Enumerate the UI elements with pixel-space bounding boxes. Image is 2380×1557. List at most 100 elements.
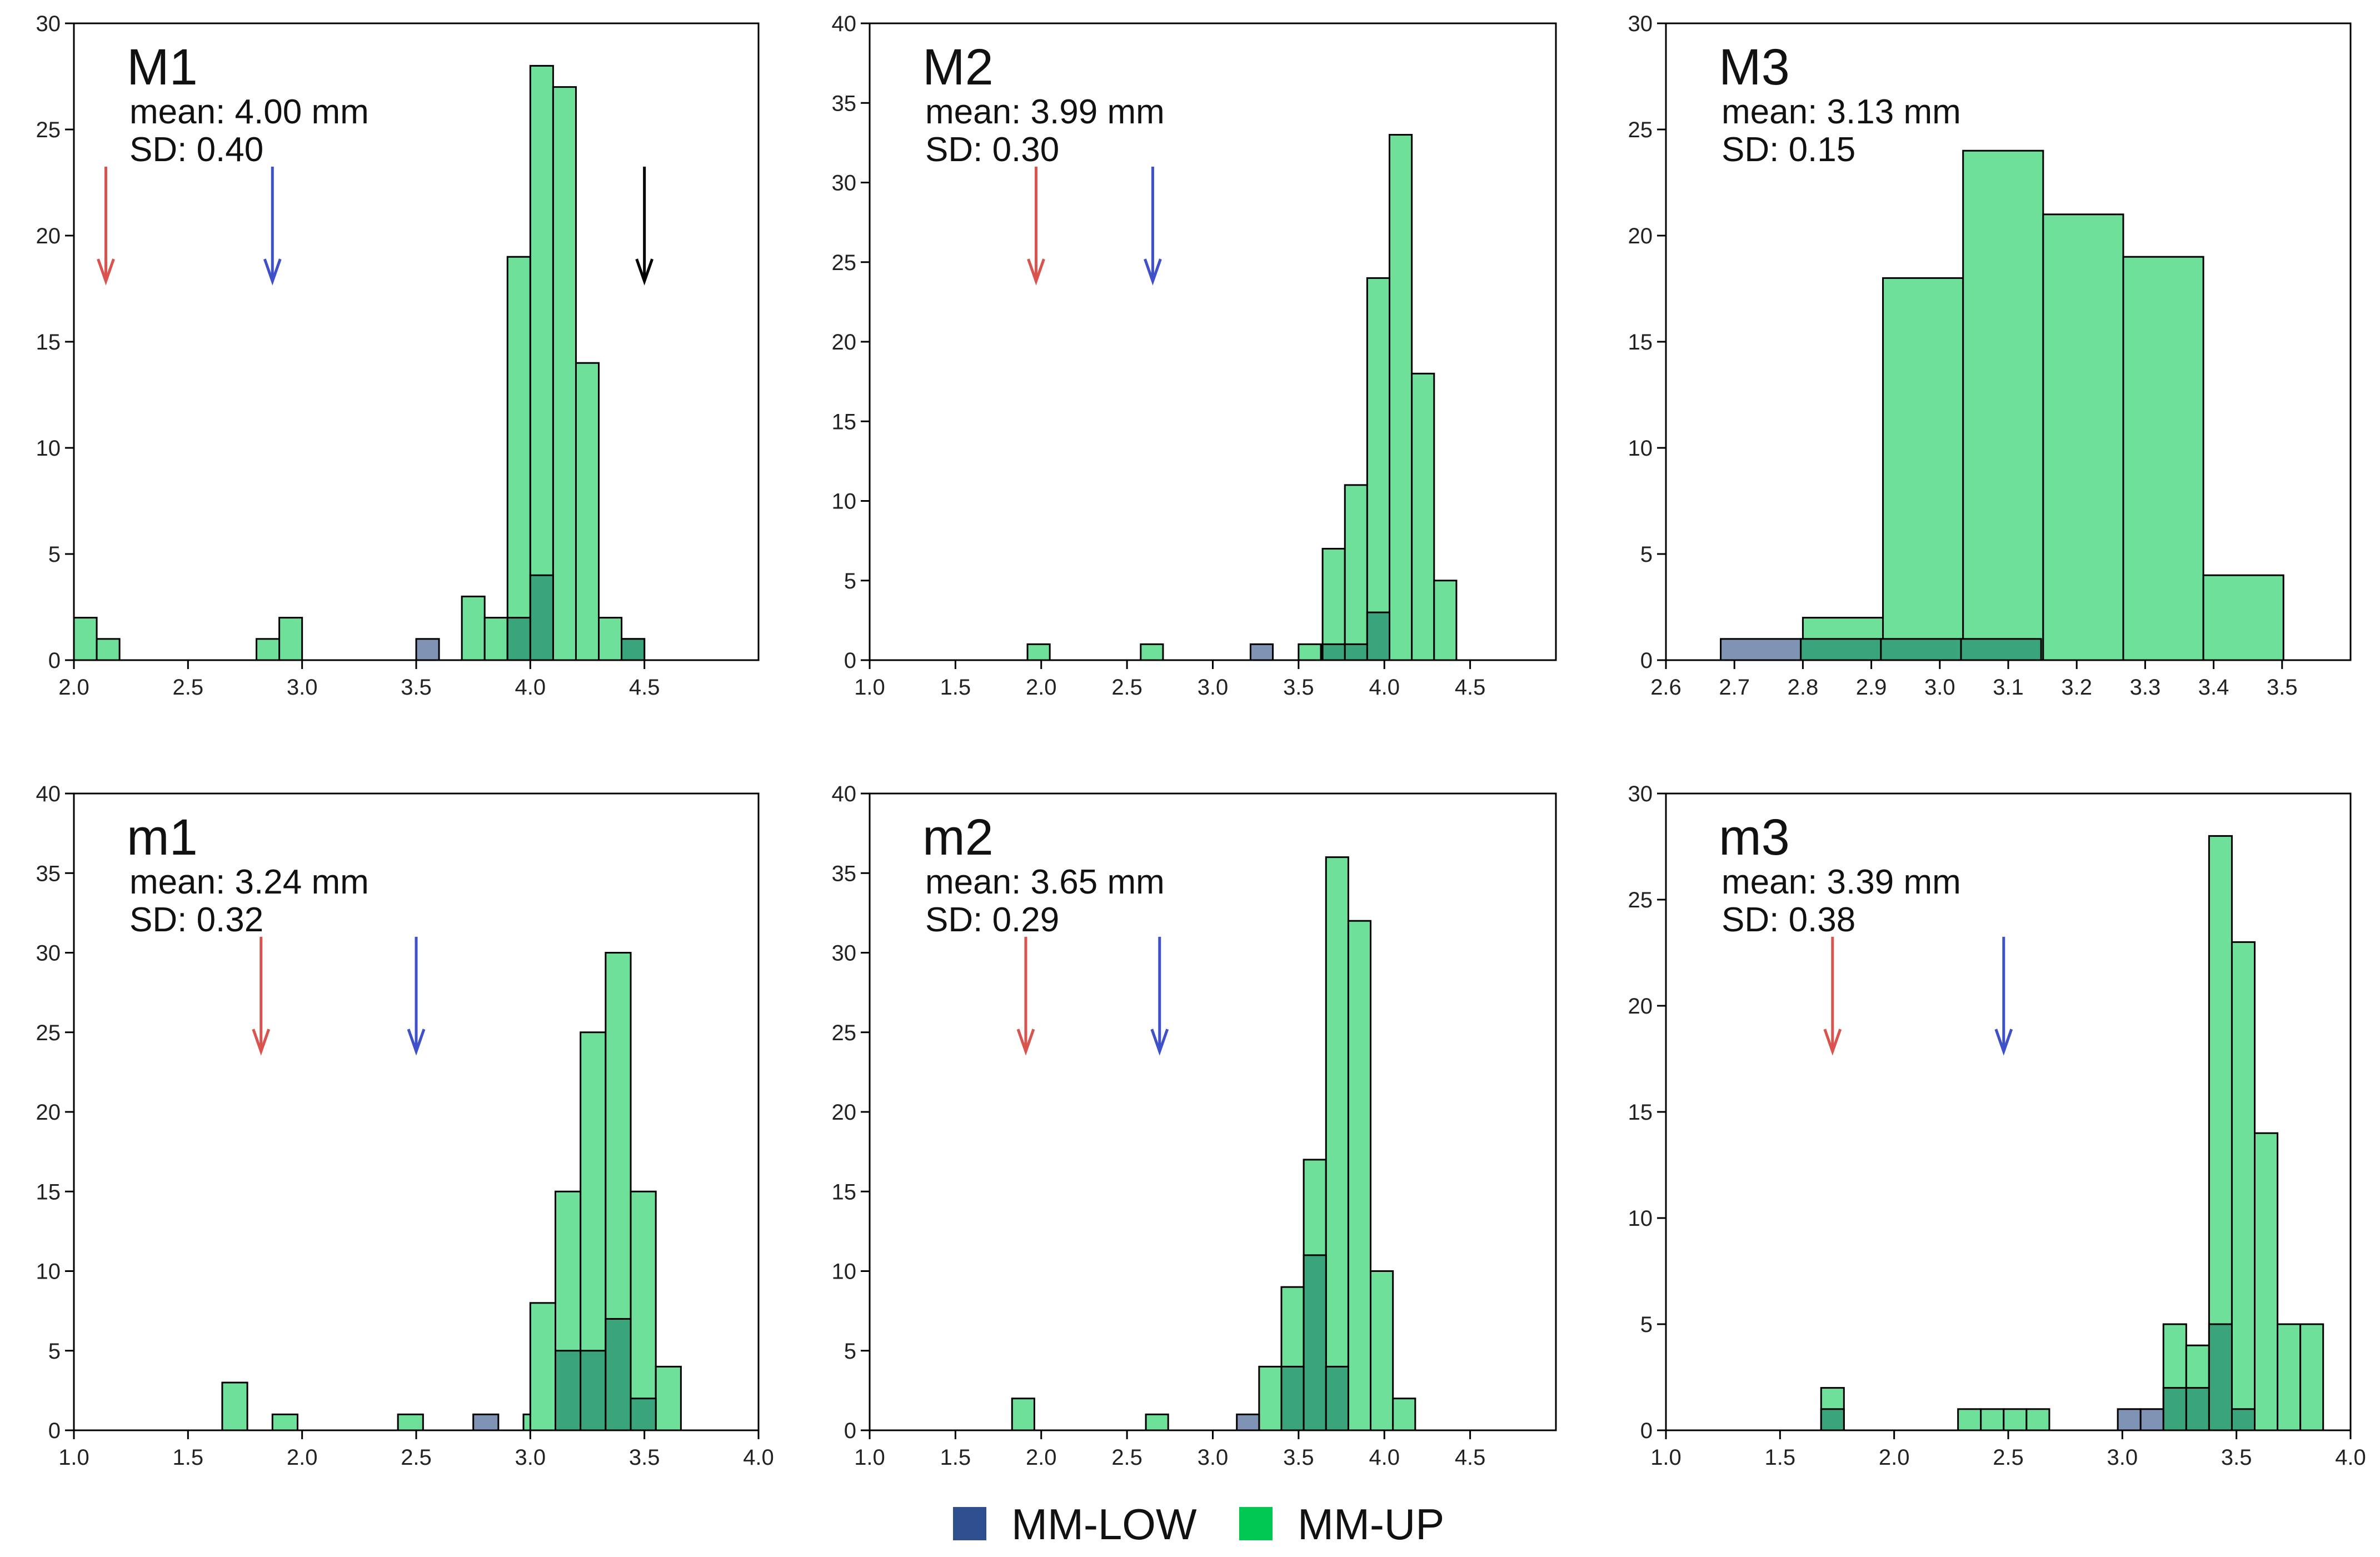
x-tick-label: 3.5	[1283, 1445, 1314, 1470]
y-tick-label: 25	[832, 251, 857, 275]
y-tick-label: 10	[832, 490, 857, 514]
x-tick-label: 3.4	[2198, 675, 2229, 700]
histogram-bar-mm-low	[1344, 643, 1368, 661]
histogram-bar-mm-low	[1880, 638, 1962, 661]
legend: MM-LOW MM-UP	[953, 1500, 1444, 1549]
histogram-bar-mm-up	[397, 1413, 424, 1431]
histogram-bar-mm-low	[605, 1318, 632, 1431]
arrow-black-head	[635, 258, 654, 286]
x-tick-label: 3.5	[2221, 1445, 2252, 1470]
x-tick-label: 1.0	[854, 1445, 885, 1470]
x-tick-label: 1.0	[854, 675, 885, 700]
x-tick-label: 4.0	[1369, 675, 1400, 700]
panel-sd: SD: 0.32	[129, 901, 263, 939]
histogram-bar-mm-low	[1303, 1254, 1327, 1431]
x-tick-label: 2.7	[1719, 675, 1750, 700]
histogram-bar-mm-up	[1258, 1365, 1283, 1431]
y-tick-label: 15	[832, 1180, 857, 1204]
y-tick-label: 30	[36, 941, 61, 966]
y-tick-label: 20	[832, 1100, 857, 1125]
legend-label-mm-low: MM-LOW	[1011, 1500, 1197, 1549]
histogram-bar-mm-up	[2231, 941, 2256, 1431]
panel-sd: SD: 0.40	[129, 131, 263, 169]
panel-sd: SD: 0.30	[925, 131, 1059, 169]
y-tick-label: 30	[832, 171, 857, 196]
panel-mean: mean: 3.99 mm	[925, 93, 1165, 131]
histogram-bar-mm-up	[2202, 574, 2284, 661]
x-tick-label: 4.5	[1455, 675, 1486, 700]
arrow-red-head	[1823, 1029, 1842, 1056]
histogram-bar-mm-low	[2185, 1387, 2210, 1431]
y-tick-label: 10	[1628, 1206, 1653, 1231]
x-tick-label: 3.2	[2061, 675, 2092, 700]
y-tick-label: 0	[48, 1419, 61, 1443]
histogram-bar-mm-up	[1366, 277, 1391, 661]
y-tick-label: 5	[48, 1339, 61, 1364]
histogram-bar-mm-low	[1236, 1413, 1260, 1431]
x-tick-label: 2.0	[58, 675, 89, 700]
histogram-bar-mm-up	[1882, 277, 1964, 661]
x-tick-label: 2.0	[1879, 1445, 1910, 1470]
y-tick-label: 35	[36, 861, 61, 886]
x-tick-label: 2.5	[1993, 1445, 2024, 1470]
x-tick-label: 1.0	[58, 1445, 89, 1470]
histogram-bar-mm-up	[1411, 372, 1435, 661]
panel-sd: SD: 0.38	[1722, 901, 1855, 939]
histogram-bar-mm-up	[552, 86, 577, 661]
histogram-bar-mm-low	[630, 1398, 657, 1431]
y-tick-label: 0	[1640, 1419, 1653, 1443]
x-tick-label: 3.0	[515, 1445, 546, 1470]
x-tick-label: 3.0	[1924, 675, 1955, 700]
x-tick-label: 2.0	[287, 1445, 318, 1470]
y-tick-label: 10	[36, 436, 61, 461]
histogram-bar-mm-up	[2025, 1408, 2050, 1431]
y-tick-label: 25	[832, 1021, 857, 1045]
histogram-bar-mm-low	[1280, 1365, 1305, 1431]
histogram-bar-mm-up	[1370, 1270, 1394, 1431]
histogram-bar-mm-up	[1011, 1398, 1035, 1431]
x-tick-label: 2.0	[1026, 675, 1057, 700]
y-tick-label: 20	[36, 1100, 61, 1125]
histogram-bar-mm-up	[96, 638, 121, 661]
histogram-bar-mm-up	[1389, 134, 1413, 661]
histogram-bar-mm-up	[1145, 1413, 1169, 1431]
panel-title: M3	[1719, 39, 1790, 96]
histogram-bar-mm-up	[1325, 856, 1349, 1431]
histogram-bar-mm-up	[506, 256, 531, 661]
x-tick-label: 1.0	[1650, 1445, 1682, 1470]
y-tick-label: 40	[832, 782, 857, 806]
arrow-blue-head	[1150, 1029, 1169, 1056]
x-tick-label: 4.5	[1455, 1445, 1486, 1470]
histogram-bar-mm-up	[1344, 484, 1368, 661]
histogram-bar-mm-up	[2277, 1323, 2302, 1431]
y-tick-label: 20	[1628, 994, 1653, 1019]
x-tick-label: 4.0	[1369, 1445, 1400, 1470]
y-tick-label: 10	[1628, 436, 1653, 461]
arrow-blue-head	[407, 1029, 426, 1056]
x-tick-label: 3.5	[2267, 675, 2298, 700]
y-tick-label: 15	[36, 1180, 61, 1204]
panel-title: M2	[922, 39, 994, 96]
histogram-bar-mm-low	[2231, 1408, 2256, 1431]
arrow-blue-head	[1994, 1029, 2013, 1056]
histogram-bar-mm-up	[529, 1302, 557, 1431]
panel-mean: mean: 4.00 mm	[129, 93, 369, 131]
panel-mean: mean: 3.39 mm	[1722, 863, 1961, 901]
x-tick-label: 3.5	[401, 675, 432, 700]
x-tick-label: 4.0	[2335, 1445, 2366, 1470]
legend-swatch-mm-up	[1239, 1507, 1273, 1540]
y-tick-label: 25	[1628, 118, 1653, 142]
histogram-bar-mm-low	[2139, 1408, 2164, 1431]
histogram-bar-mm-up	[1298, 643, 1322, 661]
x-tick-label: 3.1	[1993, 675, 2024, 700]
histogram-bar-mm-up	[256, 638, 281, 661]
histogram-bar-mm-up	[2122, 256, 2204, 661]
histogram-bar-mm-up	[1347, 920, 1372, 1431]
y-tick-label: 5	[844, 1339, 856, 1364]
histogram-bar-mm-low	[506, 617, 531, 661]
panel-title: M1	[127, 39, 198, 96]
x-tick-label: 3.0	[2107, 1445, 2138, 1470]
histogram-bar-mm-up	[278, 617, 303, 661]
panel-m3-5: 0 5 10 15 20 25 30 1.0 1.5 2.0 2.5 3.0 3.5 4.0 m3mean:…	[1628, 782, 2366, 1470]
